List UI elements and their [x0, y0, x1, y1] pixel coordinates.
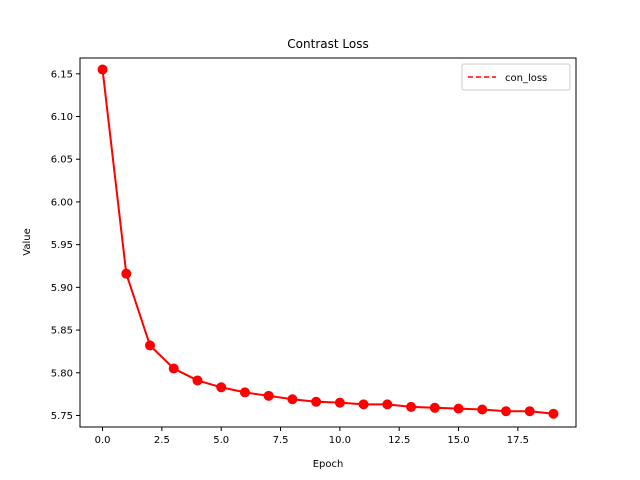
x-tick-label: 7.5: [273, 435, 289, 446]
data-point: [287, 394, 298, 405]
x-tick-label: 12.5: [388, 435, 410, 446]
y-tick-label: 6.10: [51, 112, 73, 123]
data-point: [382, 399, 393, 410]
series-line-con-loss: [101, 69, 554, 415]
data-point: [121, 268, 132, 279]
y-axis: 5.75 5.80 5.85 5.90 5.95 6.00 6.05 6.10 6.15: [51, 69, 80, 422]
x-tick-label: 15.0: [447, 435, 469, 446]
x-tick-label: 10.0: [329, 435, 351, 446]
data-point: [239, 387, 250, 398]
data-point: [263, 390, 274, 401]
data-point: [429, 402, 440, 413]
data-point: [97, 64, 108, 75]
data-point: [358, 399, 369, 410]
y-tick-label: 5.75: [51, 411, 73, 422]
data-point: [216, 382, 227, 393]
y-tick-label: 5.90: [51, 283, 73, 294]
y-tick-label: 5.80: [51, 368, 73, 379]
data-point: [524, 406, 535, 417]
legend-label-con-loss: con_loss: [505, 73, 547, 84]
data-point: [145, 340, 156, 351]
y-tick-label: 6.05: [51, 155, 73, 166]
chart-title: Contrast Loss: [287, 37, 368, 51]
x-tick-label: 0.0: [95, 435, 111, 446]
data-point: [192, 375, 203, 386]
plot-frame: [79, 57, 577, 428]
x-axis: 0.0 2.5 5.0 7.5 10.0 12.5 15.0 17.5: [95, 427, 529, 446]
x-tick-label: 17.5: [507, 435, 529, 446]
data-point: [477, 404, 488, 415]
legend: con_loss: [461, 63, 571, 91]
y-tick-label: 6.00: [51, 197, 73, 208]
plot-area: [79, 57, 577, 428]
y-tick-label: 6.15: [51, 69, 73, 80]
data-point: [500, 406, 511, 417]
y-tick-label: 5.95: [51, 240, 73, 251]
x-tick-label: 5.0: [213, 435, 229, 446]
y-axis-title: Value: [22, 228, 33, 255]
data-point: [548, 408, 559, 419]
legend-box: [461, 63, 571, 91]
data-point: [453, 403, 464, 414]
series-dashed-line-con-loss: [101, 69, 554, 415]
data-point: [334, 397, 345, 408]
x-tick-label: 2.5: [154, 435, 170, 446]
y-tick-label: 5.85: [51, 326, 73, 337]
series-layer: [97, 64, 559, 419]
data-point: [311, 396, 322, 407]
data-point: [168, 363, 179, 374]
x-axis-title: Epoch: [313, 459, 344, 470]
data-point: [406, 401, 417, 412]
